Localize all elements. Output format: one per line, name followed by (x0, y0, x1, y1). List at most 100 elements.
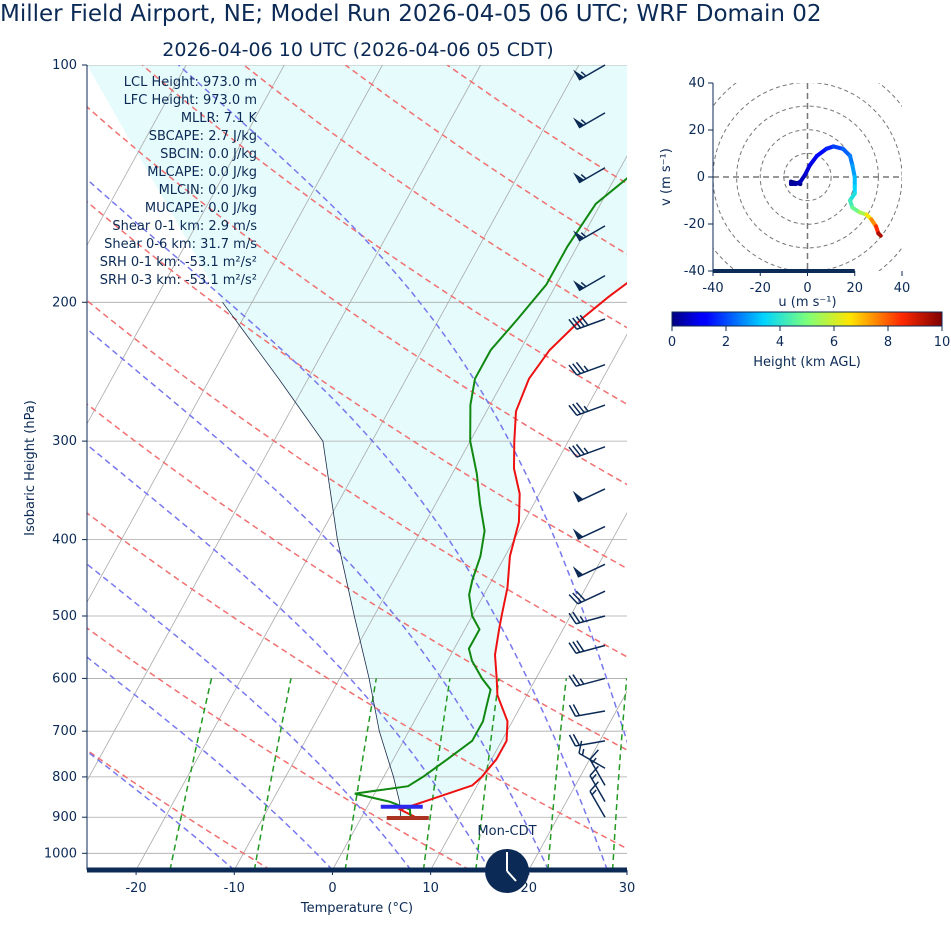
moist-adiabat (87, 327, 550, 870)
mixing-ratio-line (344, 678, 378, 870)
wind-barb (573, 274, 606, 292)
moist-adiabat (87, 656, 334, 870)
hodograph-x-tick-label: -40 (702, 281, 723, 296)
p-tick-label: 700 (52, 724, 77, 739)
hodograph-y-tick-label: 20 (688, 123, 705, 138)
mixing-ratio-line (422, 678, 451, 870)
wind-barb (568, 361, 606, 376)
wind-barb (568, 611, 606, 625)
hodograph-x-tick-label: 40 (894, 281, 911, 296)
isotherm (233, 155, 627, 870)
mixing-ratio-line (475, 678, 500, 870)
isotherm (725, 65, 951, 870)
hodograph-x-tick-label: -20 (750, 281, 771, 296)
mixing-ratio-line (253, 678, 292, 870)
parcel-path (222, 302, 402, 818)
sounding-index: MLCIN: 0.0 J/kg (159, 183, 257, 198)
wind-barb (568, 674, 606, 687)
wind-barb (568, 590, 606, 605)
colorbar-tick-label: 0 (668, 335, 676, 350)
wind-barb (568, 704, 606, 717)
wind-barb (572, 525, 606, 540)
p-tick-label: 500 (52, 609, 77, 624)
colorbar-tick-label: 6 (830, 335, 838, 350)
sounding-index: MLCAPE: 0.0 J/kg (147, 165, 257, 180)
p-tick-label: 400 (52, 533, 77, 548)
sounding-index: MUCAPE: 0.0 J/kg (145, 201, 257, 216)
isotherm (528, 690, 627, 870)
wind-barb (573, 167, 606, 184)
x-tick-label: 10 (422, 881, 439, 896)
colorbar-tick-label: 8 (884, 335, 892, 350)
wind-barb (572, 563, 606, 578)
isotherm (332, 333, 627, 870)
isotherm (87, 65, 89, 68)
sounding-index: LFC Height: 973.0 m (124, 93, 257, 108)
isotherm (87, 65, 187, 247)
isotherm (430, 512, 627, 870)
sounding-indices: LCL Height: 973.0 m LFC Height: 973.0 m ML… (100, 75, 258, 288)
mixing-ratio-line (660, 678, 671, 870)
p-tick-label: 600 (52, 671, 77, 686)
dry-adiabat (87, 299, 627, 658)
mixing-ratio-line (547, 678, 568, 870)
x-tick-label: 30 (619, 881, 636, 896)
isotherm (87, 65, 285, 425)
wind-barb (568, 443, 606, 458)
mixing-ratio-line (611, 678, 627, 870)
colorbar-tick-label: 4 (776, 335, 784, 350)
hodograph-y-tick-label: 40 (688, 76, 705, 91)
hodograph-x-tick-label: 0 (803, 281, 811, 296)
sounding-index: SBCAPE: 2.7 J/kg (149, 129, 257, 144)
colorbar-tick-label: 2 (722, 335, 730, 350)
moist-adiabat (87, 563, 412, 870)
x-tick-label: -20 (125, 881, 146, 896)
p-tick-label: 200 (52, 295, 77, 310)
wind-barb (573, 225, 606, 242)
wind-barb (573, 64, 606, 81)
x-tick-label: 0 (328, 881, 336, 896)
sounding-index: LCL Height: 973.0 m (124, 75, 257, 90)
wind-barb (568, 314, 606, 330)
y-axis-label: Isobaric Height (hPa) (23, 400, 38, 536)
wind-barb (568, 402, 606, 417)
hodograph-x-tick-label: 20 (846, 281, 863, 296)
hodograph-y-label: v (m s⁻¹) (659, 148, 674, 206)
sounding-index: MLLR: 7.1 K (181, 111, 258, 126)
hodograph-plot: -40 -40 -20 -20 0 0 20 20 40 40 u (m s⁻¹) v (m s⁻¹) (659, 76, 911, 310)
hodograph-y-tick-label: -20 (684, 217, 705, 232)
x-tick-label: 20 (521, 881, 538, 896)
p-tick-label: 800 (52, 770, 77, 785)
dry-adiabat (87, 627, 471, 870)
isotherm (87, 65, 482, 782)
wind-barb (578, 740, 606, 769)
colorbar-label: Height (km AGL) (753, 355, 861, 370)
dry-adiabat (87, 512, 627, 850)
mixing-ratio-line (169, 678, 213, 870)
wind-barb (589, 749, 606, 786)
wind-barb (589, 781, 606, 818)
clock-icon: Mon-CDT (477, 824, 537, 893)
isotherm (87, 65, 383, 604)
p-tick-label: 900 (52, 810, 77, 825)
dry-adiabat (87, 749, 271, 870)
hodograph-segment (876, 231, 883, 238)
height-colorbar: 0 2 4 6 8 10 Height (km AGL) (668, 311, 951, 370)
dewpoint-profile (354, 177, 627, 818)
p-tick-label: 100 (52, 58, 77, 73)
wind-barb (573, 112, 606, 129)
sounding-index: SRH 0-3 km: -53.1 m²/s² (100, 273, 257, 288)
wind-barb (589, 765, 606, 803)
p-tick-label: 1000 (44, 846, 77, 861)
moist-adiabat (87, 443, 491, 870)
wind-barbs (568, 64, 606, 818)
hodograph-y-tick-label: -40 (684, 264, 705, 279)
moist-adiabat (87, 178, 609, 870)
temperature-profile (397, 281, 627, 819)
wind-barb (568, 733, 606, 747)
sounding-index: SBCIN: 0.0 J/kg (160, 147, 257, 162)
colorbar-tick-label: 10 (934, 335, 951, 350)
x-tick-label: -10 (224, 881, 245, 896)
isotherm (626, 869, 627, 870)
